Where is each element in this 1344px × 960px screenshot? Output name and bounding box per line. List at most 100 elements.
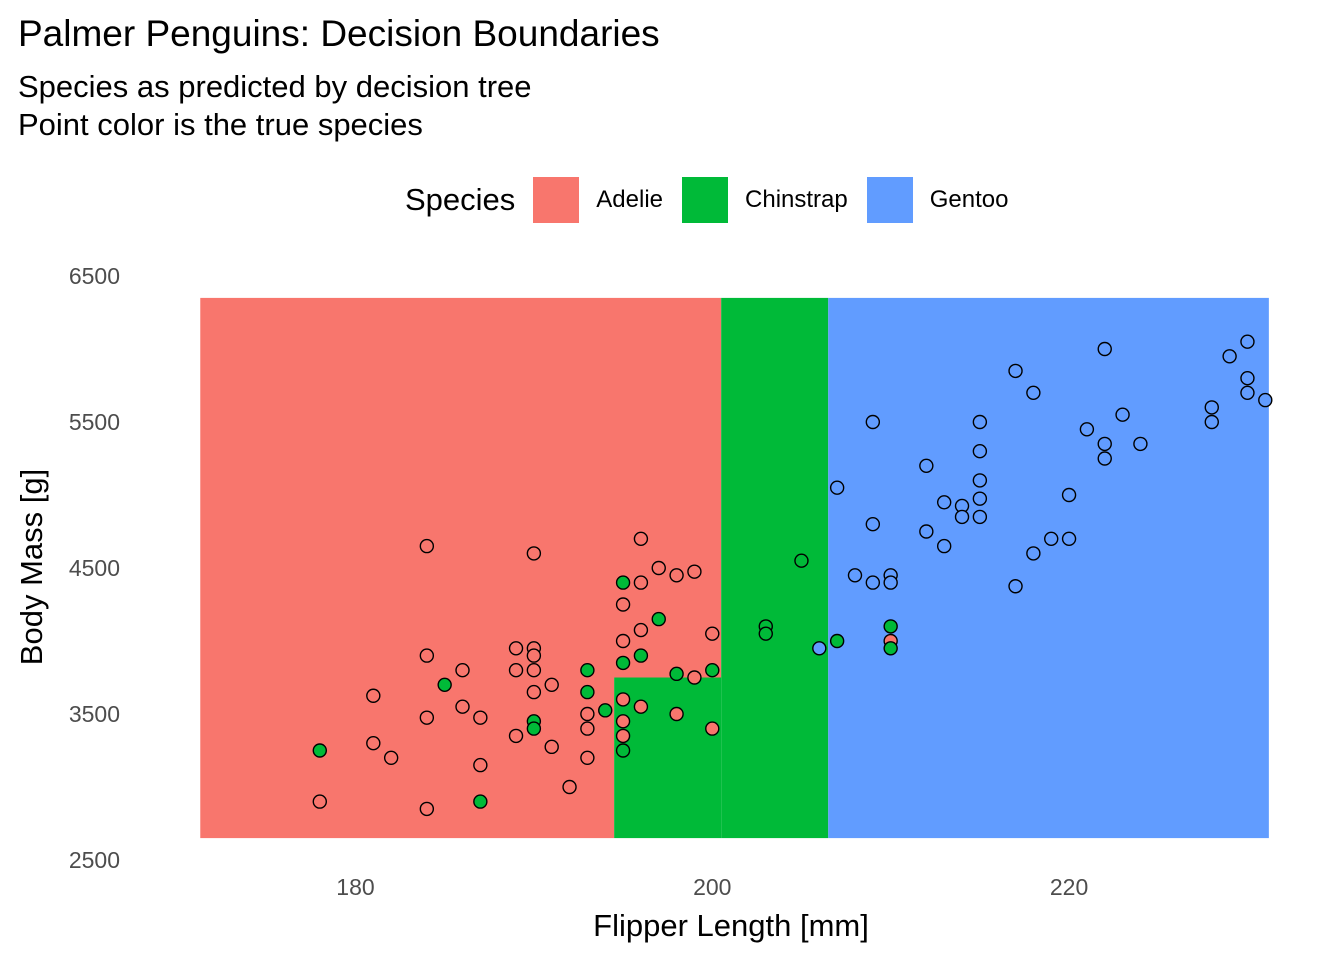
legend-item-gentoo: Gentoo bbox=[866, 177, 1009, 223]
point-adelie-39 bbox=[687, 670, 702, 685]
point-gentoo-17 bbox=[972, 491, 988, 506]
point-gentoo-30 bbox=[1115, 407, 1130, 422]
point-adelie-30 bbox=[615, 728, 631, 744]
point-chinstrap-5 bbox=[580, 663, 595, 678]
legend-key-adelie bbox=[533, 177, 580, 223]
point-gentoo-24 bbox=[1061, 487, 1077, 503]
x-tick-label-180: 180 bbox=[336, 874, 374, 900]
point-chinstrap-2 bbox=[473, 794, 488, 809]
point-adelie-7 bbox=[419, 801, 435, 817]
point-gentoo-35 bbox=[1240, 334, 1255, 349]
point-adelie-9 bbox=[455, 699, 470, 714]
point-gentoo-32 bbox=[1204, 400, 1219, 415]
point-adelie-24 bbox=[580, 721, 595, 736]
y-tick-label-6500: 6500 bbox=[69, 263, 120, 289]
point-chinstrap-6 bbox=[580, 684, 595, 700]
point-gentoo-36 bbox=[1240, 371, 1255, 386]
point-adelie-34 bbox=[633, 699, 649, 714]
x-axis-label: Flipper Length [mm] bbox=[593, 908, 869, 943]
point-chinstrap-0 bbox=[312, 743, 327, 758]
region-adelie-1 bbox=[200, 677, 615, 839]
point-gentoo-10 bbox=[936, 495, 952, 510]
point-adelie-11 bbox=[473, 757, 488, 773]
point-adelie-37 bbox=[669, 706, 684, 722]
point-chinstrap-14 bbox=[705, 663, 720, 678]
point-chinstrap-17 bbox=[758, 626, 773, 641]
point-adelie-8 bbox=[455, 663, 470, 678]
point-gentoo-19 bbox=[1008, 363, 1023, 379]
decision-regions bbox=[200, 297, 1269, 839]
legend-key-gentoo bbox=[866, 177, 913, 223]
chart-subtitle-line-2: Point color is the true species bbox=[18, 107, 423, 142]
point-adelie-17 bbox=[526, 648, 542, 663]
point-adelie-36 bbox=[669, 568, 684, 583]
point-gentoo-13 bbox=[954, 509, 970, 525]
region-chinstrap-2 bbox=[721, 297, 829, 839]
point-adelie-3 bbox=[383, 750, 399, 765]
point-adelie-29 bbox=[615, 714, 631, 729]
point-adelie-25 bbox=[580, 750, 595, 765]
point-adelie-27 bbox=[615, 633, 631, 649]
point-chinstrap-1 bbox=[437, 677, 452, 692]
point-adelie-38 bbox=[687, 564, 702, 579]
point-chinstrap-13 bbox=[669, 666, 684, 682]
point-gentoo-37 bbox=[1240, 385, 1255, 400]
x-tick-label-220: 220 bbox=[1050, 874, 1088, 900]
point-adelie-1 bbox=[366, 688, 381, 703]
legend-item-adelie: Adelie bbox=[533, 177, 663, 223]
point-chinstrap-19 bbox=[883, 619, 898, 634]
legend-item-chinstrap: Chinstrap bbox=[682, 177, 848, 223]
y-tick-label-2500: 2500 bbox=[69, 847, 120, 873]
legend-label-gentoo: Gentoo bbox=[929, 186, 1009, 213]
point-adelie-20 bbox=[544, 677, 559, 692]
point-gentoo-21 bbox=[1026, 385, 1041, 400]
point-adelie-22 bbox=[562, 779, 577, 795]
point-gentoo-0 bbox=[812, 641, 827, 656]
y-tick-label-5500: 5500 bbox=[69, 409, 120, 435]
point-chinstrap-12 bbox=[651, 611, 666, 627]
point-gentoo-29 bbox=[1097, 451, 1112, 466]
point-adelie-35 bbox=[651, 560, 666, 576]
legend-label-chinstrap: Chinstrap bbox=[745, 186, 848, 213]
point-gentoo-18 bbox=[972, 509, 988, 525]
point-chinstrap-20 bbox=[883, 641, 898, 656]
point-adelie-21 bbox=[544, 739, 559, 755]
point-adelie-19 bbox=[526, 684, 542, 700]
point-adelie-18 bbox=[526, 663, 542, 678]
point-adelie-26 bbox=[615, 597, 631, 612]
point-adelie-15 bbox=[526, 546, 542, 561]
region-gentoo-4 bbox=[828, 297, 1269, 839]
point-adelie-4 bbox=[419, 538, 435, 554]
point-adelie-40 bbox=[705, 626, 720, 641]
point-gentoo-14 bbox=[972, 414, 988, 430]
y-tick-label-3500: 3500 bbox=[69, 701, 120, 727]
point-adelie-13 bbox=[508, 663, 524, 678]
point-adelie-2 bbox=[366, 736, 381, 751]
point-gentoo-5 bbox=[865, 414, 881, 430]
point-gentoo-2 bbox=[847, 568, 863, 583]
point-gentoo-33 bbox=[1204, 414, 1219, 430]
point-gentoo-27 bbox=[1097, 341, 1112, 357]
point-gentoo-22 bbox=[1026, 546, 1041, 561]
chart-subtitle-line-1: Species as predicted by decision tree bbox=[18, 69, 532, 104]
point-adelie-10 bbox=[473, 710, 488, 725]
region-adelie-0 bbox=[200, 297, 722, 678]
point-gentoo-3 bbox=[865, 575, 881, 590]
axes: 180 200 220 2500 3500 4500 5500 6500 bbox=[69, 263, 1088, 900]
point-chinstrap-15 bbox=[794, 553, 809, 568]
point-chinstrap-4 bbox=[526, 721, 542, 736]
point-chinstrap-7 bbox=[598, 703, 613, 718]
chart-title: Palmer Penguins: Decision Boundaries bbox=[18, 13, 660, 54]
point-gentoo-7 bbox=[883, 575, 898, 590]
point-gentoo-38 bbox=[1258, 392, 1273, 408]
region-chinstrap-3 bbox=[614, 677, 722, 839]
point-gentoo-26 bbox=[1079, 422, 1095, 437]
point-chinstrap-10 bbox=[615, 743, 631, 758]
point-gentoo-28 bbox=[1097, 436, 1112, 452]
x-tick-label-200: 200 bbox=[693, 874, 731, 900]
point-chinstrap-8 bbox=[615, 575, 631, 590]
point-adelie-0 bbox=[312, 794, 327, 809]
y-axis-label: Body Mass [g] bbox=[14, 469, 49, 665]
point-adelie-5 bbox=[419, 648, 435, 663]
point-chinstrap-11 bbox=[633, 648, 649, 663]
